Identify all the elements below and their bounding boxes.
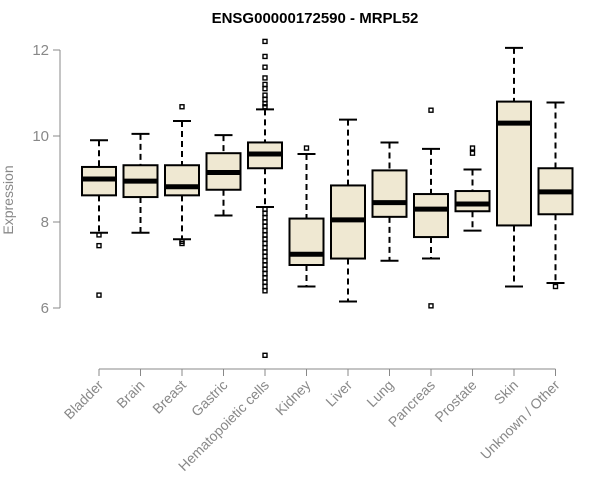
outlier-point: [262, 101, 268, 107]
outlier-point: [262, 64, 268, 70]
outlier-point: [552, 283, 559, 290]
outlier-point: [262, 75, 268, 81]
iqr-box: [413, 193, 449, 239]
outlier-point: [262, 240, 268, 247]
outlier-point: [262, 236, 268, 242]
x-tick-label: Lung: [363, 377, 396, 410]
y-tick-label: 12: [32, 42, 49, 59]
box-unknown-other: [537, 101, 574, 290]
outlier-point: [262, 258, 268, 264]
outlier-point: [469, 145, 476, 151]
outlier-point: [96, 292, 102, 298]
iqr-box: [288, 217, 325, 266]
outlier-point: [179, 104, 185, 110]
outlier-point: [262, 81, 268, 88]
iqr-box: [371, 169, 408, 218]
outlier-point: [96, 232, 102, 238]
outlier-point: [262, 245, 268, 251]
outlier-point: [179, 240, 185, 247]
box-brain: [122, 132, 159, 234]
outlier-point: [262, 279, 268, 285]
outlier-point: [262, 288, 268, 294]
box-hematopoietic-cells: [247, 38, 283, 358]
box-kidney: [288, 145, 325, 288]
outlier-point: [262, 270, 268, 277]
x-tick-label: Breast: [149, 377, 189, 417]
chart-title: ENSG00000172590 - MRPL52: [212, 10, 419, 27]
iqr-box: [164, 164, 200, 197]
outlier-point: [262, 104, 268, 110]
x-tick-label: Unknown / Other: [477, 377, 563, 463]
y-tick-label: 8: [41, 214, 49, 231]
outlier-point: [262, 210, 268, 217]
box-liver: [330, 118, 366, 303]
outlier-point: [262, 262, 268, 268]
outlier-point: [262, 214, 268, 221]
box-prostate: [454, 145, 491, 232]
outlier-point: [428, 303, 434, 309]
outlier-point: [262, 38, 268, 45]
outlier-point: [262, 92, 268, 98]
outlier-point: [262, 253, 268, 260]
box-lung: [371, 141, 408, 262]
x-tick-label: Kidney: [272, 377, 314, 419]
box-pancreas: [413, 107, 449, 309]
outlier-point: [262, 266, 268, 272]
y-axis: 6 8 10 12: [32, 42, 61, 317]
iqr-box: [454, 190, 491, 213]
outlier-point: [262, 232, 268, 238]
box-skin: [496, 46, 532, 288]
box-breast: [164, 104, 200, 247]
y-tick-label: 10: [32, 128, 49, 145]
outlier-point: [262, 219, 268, 225]
outlier-point: [96, 242, 102, 249]
x-tick-label: Skin: [491, 377, 522, 408]
outlier-point: [262, 96, 268, 103]
box-gastric: [205, 134, 242, 217]
iqr-box: [496, 100, 532, 227]
box-bladder: [81, 139, 117, 298]
y-axis-label: Expression: [0, 165, 16, 234]
x-tick-label: Prostate: [431, 377, 479, 425]
box-group: [81, 38, 574, 358]
outlier-point: [262, 283, 268, 290]
outlier-point: [262, 223, 268, 230]
outlier-point: [262, 85, 268, 92]
outlier-point: [262, 275, 268, 281]
x-tick-label: Brain: [113, 377, 147, 411]
outlier-point: [262, 206, 268, 212]
outlier-point: [262, 249, 268, 255]
outlier-point: [262, 53, 268, 60]
x-tick-label: Bladder: [61, 377, 107, 423]
x-tick-label: Liver: [322, 377, 355, 410]
outlier-point: [262, 352, 268, 358]
outlier-point: [428, 107, 434, 113]
outlier-point: [303, 145, 310, 151]
outlier-point: [469, 150, 476, 156]
outlier-point: [262, 227, 268, 234]
y-tick-label: 6: [41, 300, 49, 317]
